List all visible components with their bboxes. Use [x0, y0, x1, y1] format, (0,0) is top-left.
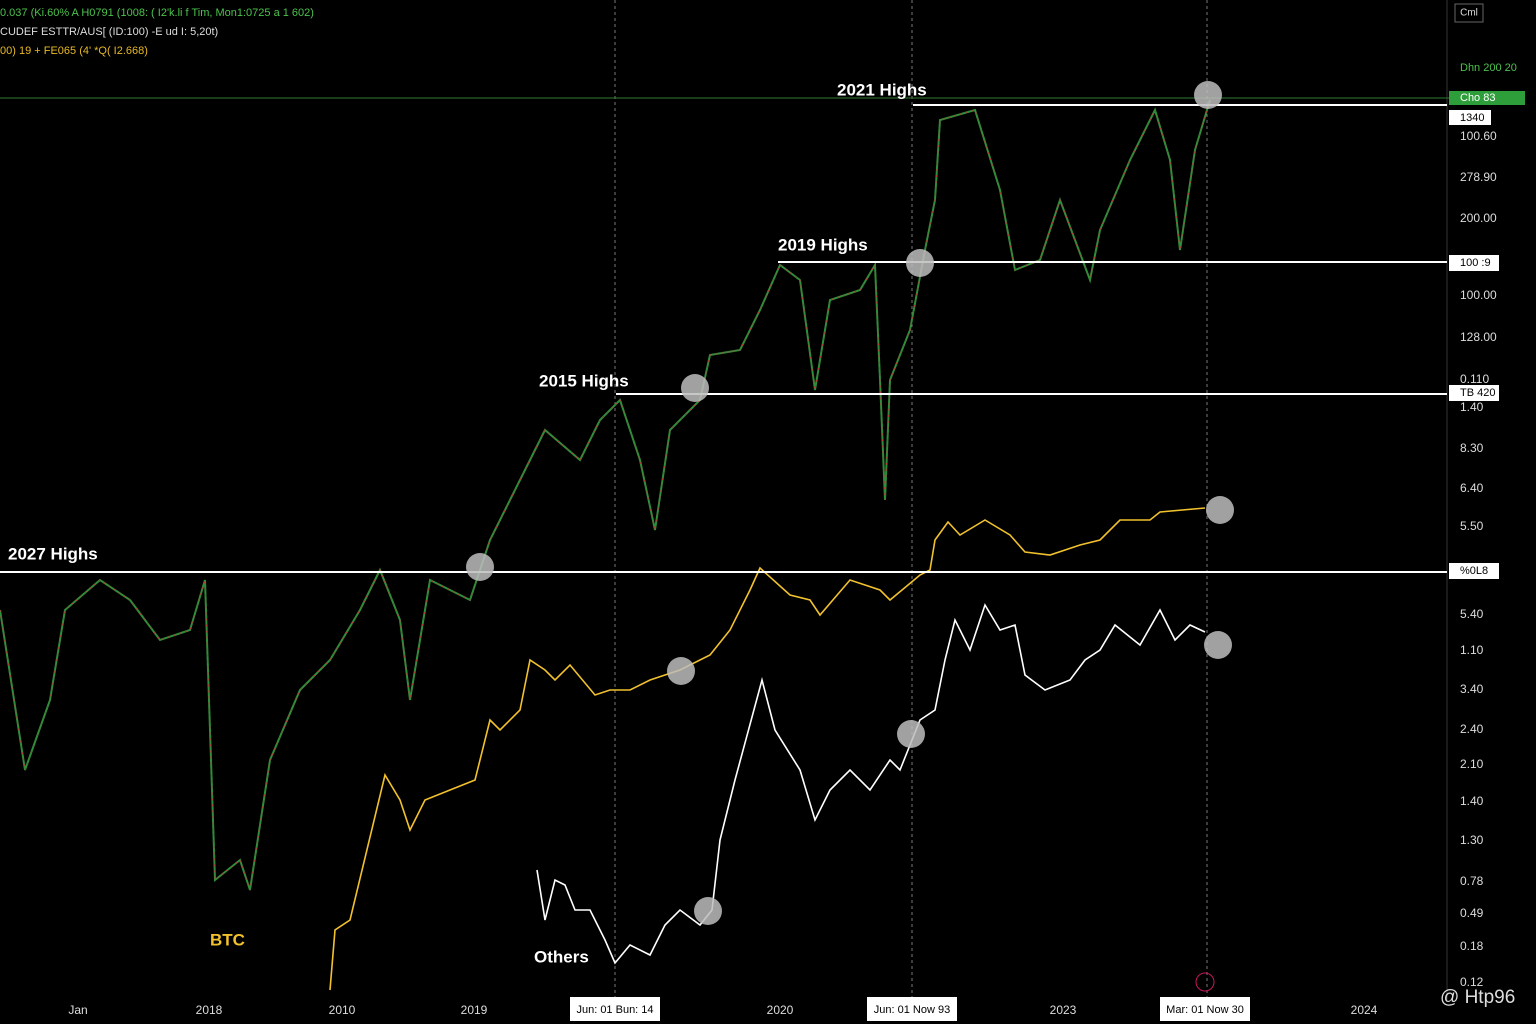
price-label: 1.10 — [1460, 643, 1484, 657]
price-label: 2.40 — [1460, 722, 1484, 736]
price-label: 2.10 — [1460, 757, 1484, 771]
marker — [694, 897, 722, 925]
price-label: 8.30 — [1460, 441, 1484, 455]
price-label: 1.30 — [1460, 833, 1484, 847]
price-tag — [1449, 385, 1499, 401]
time-label: 2024 — [1351, 1003, 1378, 1017]
price-label: 0.49 — [1460, 906, 1484, 920]
time-label: 2010 — [329, 1003, 356, 1017]
highs-label: 2019 Highs — [778, 235, 868, 254]
price-tag-label: %0L8 — [1460, 565, 1488, 577]
price-label: 6.40 — [1460, 481, 1484, 495]
price-label: 0.18 — [1460, 939, 1484, 953]
marker — [1204, 631, 1232, 659]
price-tag-label: TB 420 — [1460, 387, 1495, 399]
price-tag-label: 100 :9 — [1460, 257, 1491, 269]
price-tag-label: 1340 — [1460, 112, 1484, 124]
highs-label: 2027 Highs — [8, 544, 98, 563]
watermark: @ Htp96 — [1440, 987, 1515, 1008]
time-tag-label: Mar: 01 Now 30 — [1166, 1004, 1244, 1016]
price-label: 1.40 — [1460, 794, 1484, 808]
markers — [466, 81, 1234, 925]
marker — [466, 553, 494, 581]
marker — [1194, 81, 1222, 109]
price-tag — [1449, 563, 1499, 579]
corner-button[interactable] — [1454, 3, 1484, 23]
price-label: 0.78 — [1460, 874, 1484, 888]
time-label: Jan — [68, 1003, 87, 1017]
price-label: 0.12 — [1460, 975, 1484, 989]
price-label: 5.50 — [1460, 519, 1484, 533]
time-tag-label: Jun: 01 Bun: 14 — [576, 1004, 653, 1016]
marker — [681, 374, 709, 402]
time-axis: Jan 2018 2010 2019 Jun: 01 Bun: 14 2020 Jun: 0… — [68, 997, 1378, 1021]
series-label: BTC — [210, 930, 245, 949]
price-label: 1.40 — [1460, 400, 1484, 414]
marker — [1206, 496, 1234, 524]
price-tag — [1449, 91, 1525, 105]
time-label: 2019 — [461, 1003, 488, 1017]
yellow-line — [329, 507, 1206, 991]
btc-candles-red — [0, 99, 1211, 891]
marker — [667, 657, 695, 685]
time-tag — [570, 997, 660, 1021]
price-tag-label: Cho 83 — [1460, 92, 1495, 104]
price-tag — [1449, 110, 1491, 125]
price-label: 128.00 — [1460, 330, 1497, 344]
highs-label: 2021 Highs — [837, 80, 927, 99]
marker — [897, 720, 925, 748]
corner-label[interactable]: Cml — [1460, 8, 1478, 19]
header-line: CUDEF ESTTR/AUS[ (ID:100) -E ud I: 5,20t… — [0, 26, 218, 38]
replay-icon[interactable] — [1195, 972, 1215, 992]
header-line: 00) 19 + FE065 (4' *Q( I2.668) — [0, 45, 148, 57]
price-label: 100.00 — [1460, 288, 1497, 302]
time-tag — [867, 997, 957, 1021]
time-label: 2023 — [1050, 1003, 1077, 1017]
price-label: 100.60 — [1460, 129, 1497, 143]
time-tag-label: Jun: 01 Now 93 — [874, 1004, 950, 1016]
price-tag — [1449, 255, 1499, 271]
others-line — [536, 603, 1206, 965]
time-label: 2020 — [767, 1003, 794, 1017]
header-line: 0.037 (Ki.60% A H0791 (1008: ( I2'k.li f… — [0, 7, 314, 19]
price-label: 278.90 — [1460, 170, 1497, 184]
price-axis: Dhn 200 20 Cho 83 1340 100.60 278.90 200.00 10… — [1449, 62, 1525, 989]
highs-label: 2015 Highs — [539, 371, 629, 390]
price-label: 0.110 — [1460, 372, 1489, 386]
marker — [906, 249, 934, 277]
price-label: Dhn 200 20 — [1460, 62, 1517, 74]
time-label: 2018 — [196, 1003, 223, 1017]
price-label: 200.00 — [1460, 211, 1497, 225]
series-label: Others — [534, 947, 589, 966]
price-label: 5.40 — [1460, 607, 1484, 621]
price-label: 3.40 — [1460, 682, 1484, 696]
time-tag — [1160, 997, 1250, 1021]
